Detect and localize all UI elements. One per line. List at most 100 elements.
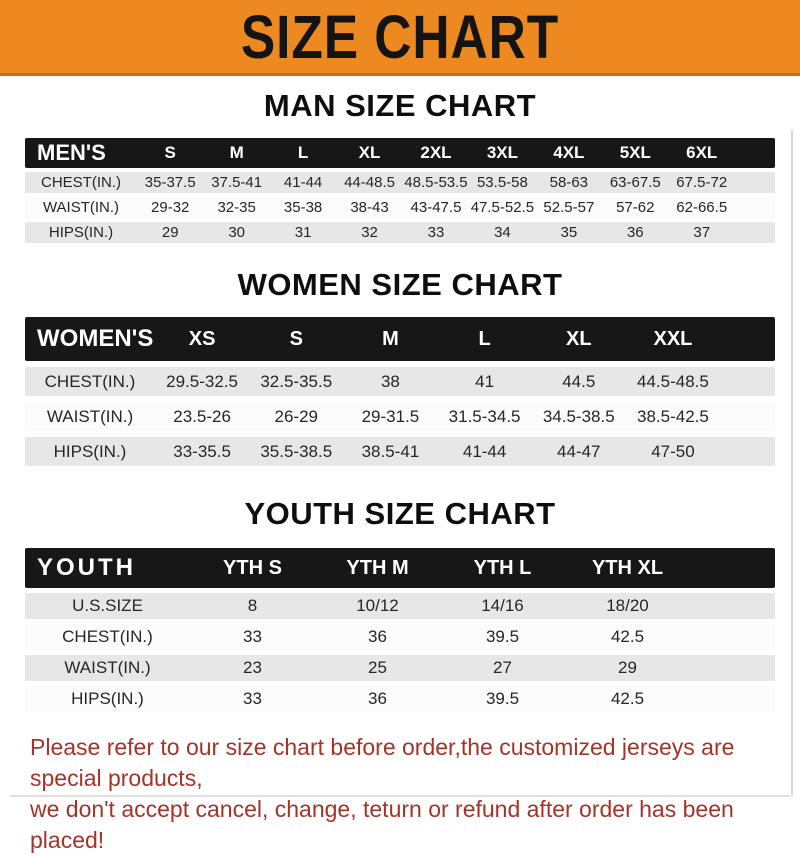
size-cell: 62-66.5 [676, 199, 728, 216]
size-cell: 32 [361, 224, 378, 241]
banner-title: SIZE CHART [240, 1, 560, 72]
men-waist-row: WAIST(IN.) 29-32 32-35 35-38 38-43 43-47… [25, 197, 775, 218]
women-table-header-row: WOMEN'S XS S M L XL XXL [25, 317, 775, 361]
size-cell: 27 [493, 658, 512, 677]
size-cell: 38.5-41 [361, 441, 420, 461]
size-cell: 23.5-26 [173, 406, 231, 426]
size-cell: 53.5-58 [476, 174, 528, 191]
men-column-header: 5XL [619, 143, 651, 162]
size-cell: 58-63 [549, 174, 589, 191]
right-edge-line [791, 130, 793, 796]
size-cell: 44.5-48.5 [637, 371, 709, 391]
men-column-header: S [164, 143, 176, 162]
size-cell: 30 [228, 224, 245, 241]
youth-size-table: YOUTH YTH S YTH M YTH L YTH XL U.S.SIZE … [25, 548, 775, 712]
men-section-heading: MAN SIZE CHART [263, 88, 537, 123]
size-cell: 41-44 [462, 441, 507, 461]
size-cell: 44-48.5 [344, 174, 395, 191]
men-column-header: 3XL [486, 143, 518, 162]
size-cell: 47-50 [651, 441, 695, 461]
size-cell: 36 [368, 627, 387, 646]
size-cell: 36 [626, 224, 644, 241]
size-cell: 35-38 [283, 199, 323, 216]
size-cell: 37 [693, 224, 711, 241]
men-column-header: 2XL [420, 143, 452, 162]
size-cell: 44.5 [562, 371, 596, 391]
women-hips-row: HIPS(IN.) 33-35.5 35.5-38.5 38.5-41 41-4… [25, 437, 775, 466]
row-label: WAIST(IN.) [46, 406, 134, 426]
size-cell: 14/16 [481, 596, 524, 615]
size-cell: 10/12 [356, 596, 399, 615]
women-column-header: M [382, 327, 399, 350]
youth-section-heading: YOUTH SIZE CHART [244, 496, 556, 531]
men-table-label: MEN'S [37, 140, 106, 165]
youth-table-header-row: YOUTH YTH S YTH M YTH L YTH XL [25, 548, 775, 588]
size-cell: 37.5-41 [211, 174, 263, 191]
men-column-header: 6XL [686, 143, 718, 162]
size-cell: 36 [368, 689, 387, 708]
women-column-header: L [478, 327, 491, 350]
size-cell: 29-31.5 [361, 406, 420, 426]
size-cell: 31 [294, 224, 312, 241]
men-column-header: L [297, 143, 309, 162]
youth-column-header: YTH L [473, 556, 532, 579]
size-cell: 29 [618, 658, 637, 677]
youth-ussize-row: U.S.SIZE 8 10/12 14/16 18/20 [25, 593, 775, 619]
size-cell: 34.5-38.5 [542, 406, 615, 426]
size-cell: 38-43 [350, 199, 389, 216]
women-waist-row: WAIST(IN.) 23.5-26 26-29 29-31.5 31.5-34… [25, 402, 775, 431]
size-cell: 32.5-35.5 [260, 371, 333, 391]
size-cell: 25 [368, 658, 387, 677]
size-cell: 39.5 [485, 627, 520, 646]
row-label: HIPS(IN.) [48, 224, 114, 241]
size-cell: 29 [161, 224, 179, 241]
size-cell: 41 [475, 371, 495, 391]
youth-table-label: YOUTH [37, 554, 136, 581]
size-cell: 29-32 [151, 199, 190, 216]
youth-column-header: YTH M [346, 556, 409, 579]
men-size-table: MEN'S S M L XL 2XL 3XL 4XL 5XL 6XL CHEST… [25, 138, 775, 243]
size-cell: 67.5-72 [676, 174, 728, 191]
size-cell: 8 [247, 596, 258, 615]
size-cell: 35-37.5 [144, 174, 196, 191]
size-cell: 38 [380, 371, 400, 391]
size-cell: 18/20 [606, 596, 649, 615]
row-label: CHEST(IN.) [62, 627, 153, 646]
size-cell: 33 [427, 224, 445, 241]
size-cell: 35.5-38.5 [260, 441, 333, 461]
disclaimer-line-2: we don't accept cancel, change, teturn o… [30, 796, 734, 853]
size-cell: 34 [494, 224, 511, 241]
size-cell: 42.5 [610, 627, 645, 646]
size-cell: 29.5-32.5 [166, 371, 238, 391]
size-cell: 44-47 [557, 441, 601, 461]
women-column-header: S [289, 327, 303, 350]
size-cell: 47.5-52.5 [470, 199, 535, 216]
size-cell: 57-62 [616, 199, 655, 216]
youth-hips-row: HIPS(IN.) 33 36 39.5 42.5 [25, 686, 775, 712]
row-label: U.S.SIZE [72, 596, 143, 615]
women-table-label: WOMEN'S [37, 325, 154, 352]
women-column-header: XS [188, 327, 216, 350]
women-section-heading: WOMEN SIZE CHART [237, 267, 563, 302]
size-cell: 33 [243, 627, 262, 646]
size-cell: 63-67.5 [609, 174, 661, 191]
size-cell: 52.5-57 [543, 199, 595, 216]
size-cell: 41-44 [283, 174, 323, 191]
size-cell: 23 [243, 658, 262, 677]
row-label: WAIST(IN.) [64, 658, 151, 677]
size-cell: 48.5-53.5 [404, 174, 468, 191]
size-cell: 32-35 [217, 199, 256, 216]
men-table-header-row: MEN'S S M L XL 2XL 3XL 4XL 5XL 6XL [25, 138, 775, 168]
row-label: CHEST(IN.) [44, 371, 136, 391]
men-column-header: M [229, 143, 244, 162]
disclaimer-line-1: Please refer to our size chart before or… [30, 734, 735, 791]
youth-column-header: YTH XL [591, 556, 664, 579]
women-column-header: XL [565, 327, 592, 350]
row-label: CHEST(IN.) [41, 174, 121, 191]
men-column-header: 4XL [553, 143, 585, 162]
youth-waist-row: WAIST(IN.) 23 25 27 29 [25, 655, 775, 681]
size-cell: 33 [243, 689, 262, 708]
row-label: WAIST(IN.) [42, 199, 120, 216]
size-cell: 31.5-34.5 [448, 406, 521, 426]
women-column-header: XXL [653, 327, 693, 350]
